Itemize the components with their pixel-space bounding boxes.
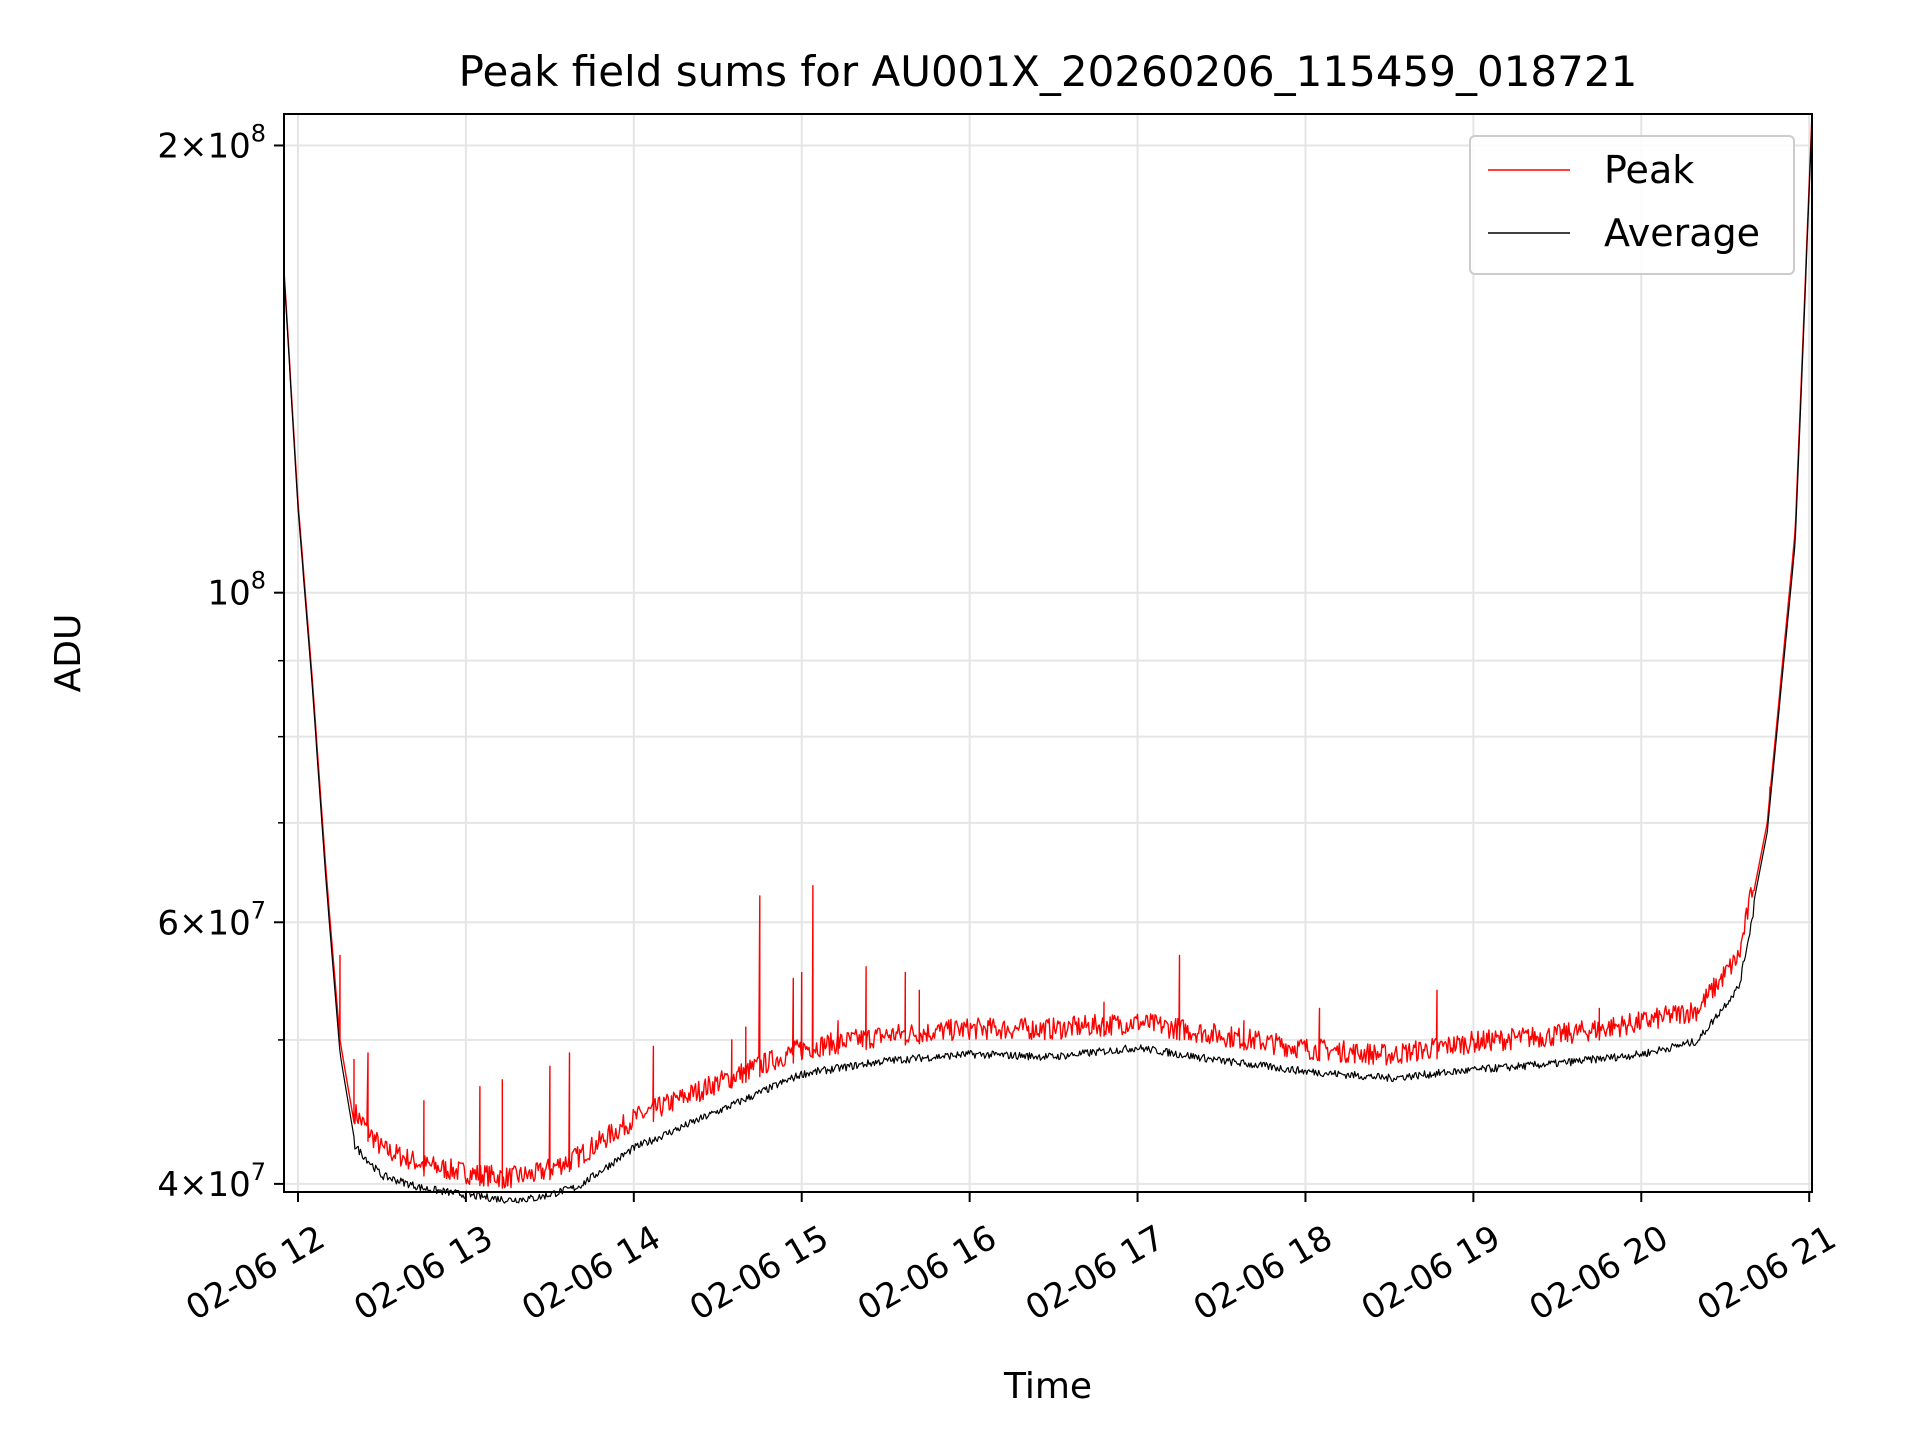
average-line — [283, 120, 1813, 1204]
y-tick-label: 4×107 — [157, 1158, 266, 1205]
x-axis-label: Time — [1003, 1366, 1092, 1407]
peak-series — [283, 113, 1813, 1189]
legend-average-label: Average — [1604, 211, 1760, 255]
y-axis: 4×107 6×107 108 2×108 — [157, 119, 284, 1205]
chart-title: Peak field sums for AU001X_20260206_1154… — [459, 47, 1638, 96]
plot-frame — [283, 113, 1813, 1193]
legend: Peak Average — [1469, 135, 1795, 275]
grid — [284, 114, 1812, 1192]
y-axis-label: ADU — [48, 614, 89, 693]
average-series — [283, 120, 1813, 1204]
legend-peak-label: Peak — [1604, 148, 1694, 192]
y-tick-label: 6×107 — [157, 896, 266, 943]
peak-line — [283, 113, 1813, 1189]
y-tick-label: 108 — [207, 567, 266, 614]
y-tick-label: 2×108 — [157, 119, 266, 166]
